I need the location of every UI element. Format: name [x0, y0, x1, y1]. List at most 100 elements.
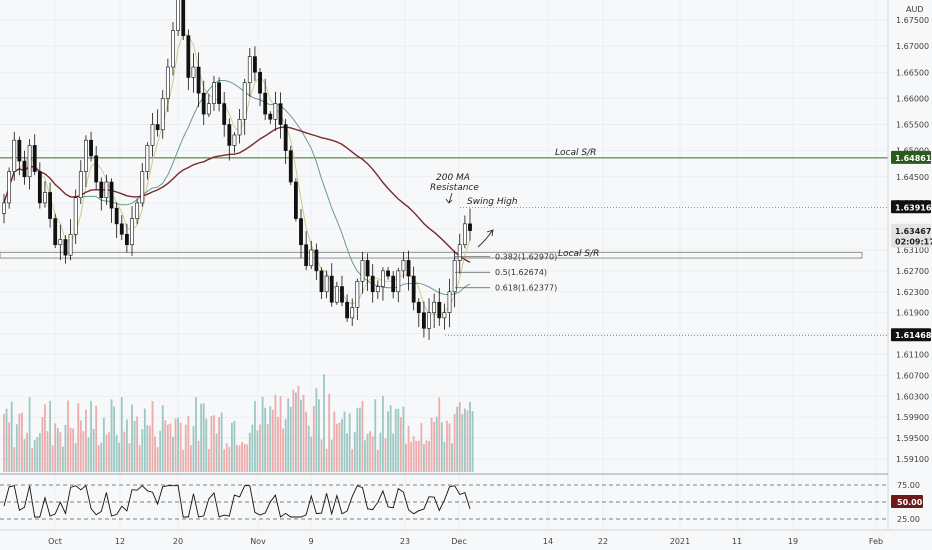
- volume-bar: [143, 408, 146, 472]
- candle: [165, 58, 170, 112]
- volume-bar: [8, 422, 11, 472]
- candle-body: [140, 171, 145, 204]
- local-sr-bottom-label: Local S/R: [558, 249, 599, 259]
- price-badge-label: 02:09:17: [895, 238, 932, 247]
- volume-bar: [182, 449, 185, 472]
- volume-bar: [384, 438, 387, 472]
- volume-bar: [420, 423, 423, 472]
- candle: [222, 92, 227, 137]
- candle-body: [12, 139, 17, 172]
- volume-bar: [49, 400, 51, 472]
- volume-bar: [187, 415, 190, 472]
- candle-body: [99, 181, 104, 198]
- volume-bar: [23, 438, 26, 472]
- volume-bar: [469, 401, 471, 472]
- candle: [334, 281, 339, 305]
- volume-bar: [440, 422, 443, 472]
- candle-body: [283, 124, 288, 151]
- price-tick-label: 1.67500: [896, 16, 929, 25]
- volume-bar: [46, 431, 49, 472]
- volume-bar: [366, 433, 369, 472]
- candle: [299, 208, 303, 259]
- volume-bar: [61, 446, 64, 472]
- volume-bar: [399, 417, 402, 472]
- candle-body: [273, 103, 278, 120]
- volume-bar: [405, 443, 407, 472]
- candle-body: [242, 82, 247, 120]
- annotations: Local S/R Local S/R 200 MA Resistance Sw…: [430, 148, 599, 259]
- candle-body: [406, 260, 411, 277]
- volume-bar: [85, 409, 87, 472]
- volume-bar: [225, 443, 228, 472]
- candle-body: [263, 92, 268, 115]
- volume-bar: [364, 440, 366, 472]
- candle-body: [68, 233, 73, 256]
- volume-bar: [102, 417, 105, 472]
- volume-bar: [315, 388, 318, 472]
- date-tick-label: 11: [732, 537, 742, 546]
- projection-arrow: [477, 229, 494, 248]
- candle-body: [176, 0, 181, 31]
- candle: [273, 91, 278, 132]
- candle-body: [432, 301, 437, 313]
- volume-bar: [33, 439, 36, 472]
- swing-high-label: Swing High: [467, 197, 518, 207]
- price-tick-label: 1.59100: [896, 455, 929, 464]
- candle: [263, 78, 268, 121]
- volume-bar: [218, 417, 220, 472]
- volume-bar: [228, 446, 231, 472]
- volume-bar: [126, 419, 128, 472]
- volume-bar: [220, 412, 223, 472]
- volume-bar: [67, 400, 69, 472]
- candle: [237, 109, 242, 144]
- rsi-pane: [0, 484, 888, 520]
- candle-body: [212, 82, 216, 104]
- price-axis: AUD 1.67500 1.67000 1.66500 1.66000 1.65500 1.…: [0, 0, 932, 531]
- rsi-tick-label: 25.00: [897, 515, 920, 524]
- volume-bar: [21, 412, 23, 472]
- volume-bar: [159, 430, 162, 472]
- candle-body: [94, 155, 99, 183]
- volume-bar: [72, 428, 75, 472]
- candle-body: [253, 56, 257, 73]
- candle-body: [416, 301, 421, 313]
- candle: [350, 298, 355, 326]
- volume-bar: [3, 414, 5, 472]
- candle: [176, 0, 181, 37]
- candle: [94, 146, 99, 189]
- volume-bar: [279, 396, 282, 472]
- candle-body: [2, 202, 6, 214]
- volume-bar: [123, 431, 126, 472]
- volume-bar: [297, 385, 300, 472]
- volume-bar: [190, 445, 192, 472]
- volume-bar: [100, 442, 103, 472]
- volume-bar: [361, 400, 364, 472]
- candle: [201, 80, 206, 126]
- volume-bar: [269, 406, 272, 472]
- candle: [381, 267, 385, 301]
- volume-bar: [448, 423, 451, 472]
- candle-body: [206, 103, 211, 115]
- candle: [304, 231, 309, 271]
- candle: [17, 136, 22, 176]
- candle-body: [58, 239, 63, 246]
- candle: [457, 233, 462, 274]
- candle: [181, 0, 186, 41]
- candle-body: [293, 181, 298, 219]
- volume-bar: [54, 423, 57, 472]
- volume-bar: [282, 428, 284, 472]
- volume-bar: [69, 427, 72, 472]
- volume-bar: [376, 449, 379, 472]
- candle-body: [309, 249, 314, 266]
- candle: [447, 278, 452, 328]
- volume-bar: [369, 431, 372, 472]
- volume-bar: [387, 411, 389, 472]
- candlesticks[interactable]: [2, 0, 472, 340]
- candle: [22, 150, 27, 185]
- candle-body: [160, 98, 165, 131]
- candle-body: [222, 103, 227, 125]
- volume-bar: [335, 423, 338, 472]
- price-tick-label: 1.61900: [896, 309, 929, 318]
- candle-body: [314, 249, 319, 272]
